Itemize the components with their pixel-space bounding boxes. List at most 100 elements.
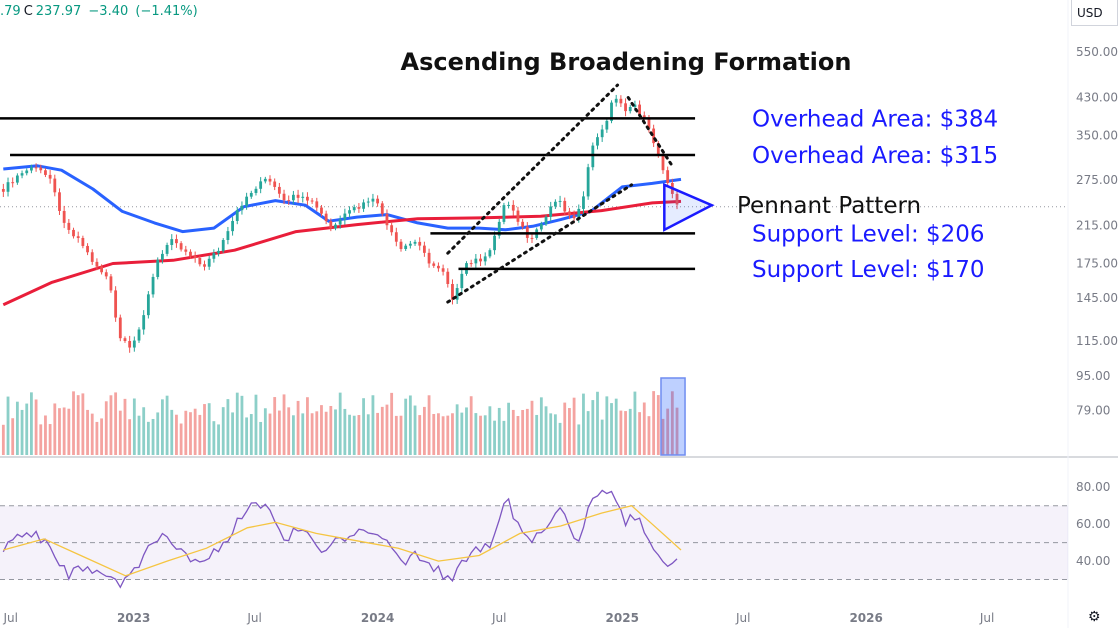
candle-body: [170, 239, 174, 245]
volume-bar: [507, 402, 511, 455]
support-level-label: Support Level: $170: [752, 257, 985, 283]
candle-body: [451, 283, 454, 300]
volume-bar: [624, 411, 627, 455]
candle-body: [81, 237, 85, 246]
volume-bar: [483, 415, 487, 455]
candle-body: [175, 239, 178, 244]
volume-bar: [460, 412, 464, 455]
volume-bar: [422, 406, 426, 455]
candle-body: [245, 196, 249, 206]
candle-body: [165, 244, 169, 254]
candle-body: [633, 104, 637, 108]
candle-body: [282, 193, 286, 201]
volume-bar: [128, 419, 132, 455]
candle-body: [385, 213, 389, 226]
candle-body: [413, 241, 417, 244]
candle-body: [539, 223, 543, 230]
volume-bar: [652, 391, 656, 455]
volume-bar: [670, 391, 674, 455]
volume-bar: [675, 407, 679, 455]
candle-body: [656, 143, 660, 156]
volume-bar: [530, 400, 534, 455]
volume-bar: [198, 414, 202, 455]
candle-body: [263, 178, 267, 182]
overhead-area-label: Overhead Area: $384: [752, 106, 998, 132]
candle-body: [259, 181, 263, 189]
candle-body: [30, 167, 33, 171]
volume-bar: [586, 411, 590, 455]
candle-body: [624, 103, 627, 112]
candle-body: [432, 263, 436, 266]
volume-bar: [235, 392, 239, 455]
candle-body: [469, 263, 473, 265]
candle-body: [193, 256, 197, 258]
x-tick-label: 2023: [117, 611, 150, 625]
candle-body: [455, 288, 459, 300]
candle-body: [404, 245, 408, 249]
volume-bar: [301, 413, 305, 455]
candle-body: [62, 210, 66, 223]
volume-bar: [39, 424, 43, 455]
x-tick-label: Jul: [246, 611, 261, 625]
candle-body: [137, 329, 141, 341]
volume-bar: [123, 398, 127, 455]
candle-body: [628, 107, 632, 112]
volume-bar: [118, 410, 122, 455]
volume-bar: [427, 395, 431, 455]
currency-label: USD: [1077, 6, 1103, 20]
volume-bar: [352, 415, 356, 455]
candle-body: [553, 201, 557, 207]
ohlc-partial: .79: [0, 4, 21, 19]
candle-body: [142, 315, 146, 330]
volume-bar: [516, 416, 520, 455]
volume-bar: [324, 411, 328, 455]
volume-bar: [572, 397, 576, 455]
volume-bar: [146, 421, 150, 455]
volume-bar: [226, 399, 230, 455]
y-tick-label: 350.00: [1076, 129, 1118, 143]
volume-bar: [661, 418, 665, 455]
moving-averages: [2, 164, 682, 307]
volume-bar: [86, 409, 89, 455]
volume-bar: [329, 405, 333, 455]
candle-body: [301, 196, 305, 198]
volume-bar: [568, 408, 571, 455]
settings-icon[interactable]: ⚙: [1088, 608, 1101, 624]
candle-body: [338, 219, 342, 225]
candle-body: [198, 257, 202, 265]
volume-bar: [628, 408, 632, 455]
candle-body: [273, 181, 277, 187]
candle-body: [123, 338, 127, 341]
ma-long-line: [2, 199, 682, 307]
volume-bar: [277, 410, 281, 455]
y-tick-label: 95.00: [1076, 369, 1110, 383]
volume-bar: [591, 400, 595, 455]
volume-bar: [189, 412, 192, 455]
volume-bar: [170, 409, 174, 455]
volume-bar: [394, 415, 398, 455]
candle-body: [268, 178, 272, 182]
volume-bar: [15, 401, 19, 455]
volume-bar: [245, 417, 249, 455]
x-tick-label: 2026: [849, 611, 882, 625]
candle-body: [11, 182, 15, 184]
candle-body: [357, 207, 361, 209]
candle-body: [666, 170, 670, 184]
candle-body: [511, 204, 515, 211]
volume-bar: [137, 415, 141, 455]
volume-bar: [553, 414, 557, 455]
x-tick-label: Jul: [491, 611, 506, 625]
candle-body: [90, 252, 94, 262]
volume-bar: [582, 393, 585, 455]
pennant-label: Pennant Pattern: [737, 193, 921, 219]
volume-bar: [376, 412, 380, 455]
volume-bar: [30, 392, 33, 455]
volume-bar: [441, 416, 445, 455]
volume-bar: [203, 404, 206, 455]
volume-bar: [399, 415, 403, 455]
change-percent: (−1.41%): [135, 4, 198, 19]
candle-body: [488, 250, 492, 257]
ohlc-readout: .79 C 237.97 −3.40 (−1.41%): [0, 4, 201, 19]
volume-bar: [254, 394, 258, 455]
